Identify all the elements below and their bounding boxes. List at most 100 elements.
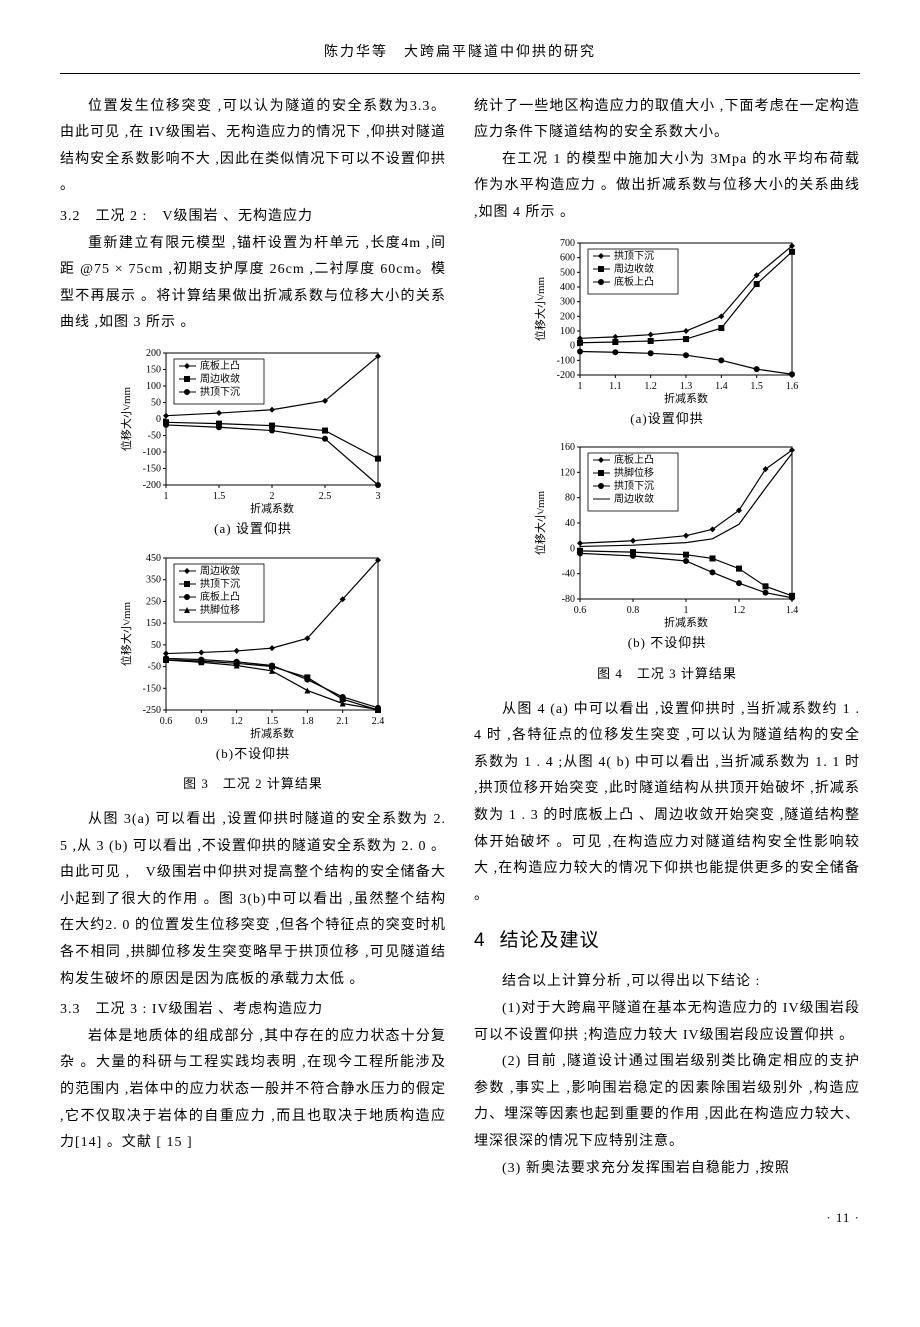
svg-text:位移大小/mm: 位移大小/mm (119, 601, 133, 666)
para-conclusion-3: (3) 新奥法要求充分发挥围岩自稳能力 ,按照 (474, 1156, 860, 1183)
para-conclusion-2: (2) 目前 ,隧道设计通过围岩级别类比确定相应的支护参数 ,事实上 ,影响围岩… (474, 1049, 860, 1155)
svg-text:1.1: 1.1 (609, 381, 622, 392)
svg-text:底板上凸: 底板上凸 (200, 359, 240, 372)
svg-text:50: 50 (151, 639, 161, 650)
chart-4a: -200 -100 0 100 200 300 400 500 600 700 1 1.1 1.2 1.3… (532, 235, 802, 405)
figure-4b: -80-40040801201600.60.811.21.4折减系数位移大小/m… (474, 439, 860, 686)
svg-text:拱顶下沉: 拱顶下沉 (200, 577, 240, 590)
svg-text:拱顶下沉: 拱顶下沉 (614, 479, 654, 492)
caption-4a: (a)设置仰拱 (474, 407, 860, 432)
svg-text:0: 0 (156, 414, 161, 425)
svg-text:-40: -40 (562, 569, 575, 580)
svg-text:拱顶下沉: 拱顶下沉 (614, 249, 654, 262)
page-header: 陈力华等 大跨扁平隧道中仰拱的研究 (60, 40, 860, 74)
svg-text:50: 50 (151, 397, 161, 408)
svg-text:周边收敛: 周边收敛 (614, 262, 654, 275)
svg-text:位移大小/mm: 位移大小/mm (533, 276, 547, 341)
chart-3b: -250-150-50501502503504500.60.91.21.51.8… (118, 550, 388, 740)
svg-text:1.2: 1.2 (230, 716, 243, 727)
para-3-1-cont: 位置发生位移突变 ,可以认为隧道的安全系数为3.3。由此可见 ,在 IV级围岩、… (60, 94, 446, 200)
svg-text:-100: -100 (557, 355, 575, 366)
svg-text:2.1: 2.1 (336, 716, 349, 727)
svg-text:1: 1 (578, 381, 583, 392)
svg-text:100: 100 (560, 326, 575, 337)
svg-text:3: 3 (376, 491, 381, 502)
svg-text:100: 100 (146, 381, 161, 392)
svg-text:拱顶下沉: 拱顶下沉 (200, 385, 240, 398)
svg-text:1.6: 1.6 (786, 381, 799, 392)
svg-text:150: 150 (146, 618, 161, 629)
svg-text:底板上凸: 底板上凸 (614, 275, 654, 288)
heading-3-2: 3.2 工况 2 : V级围岩 、无构造应力 (60, 204, 446, 231)
svg-text:-50: -50 (148, 661, 161, 672)
svg-text:2.4: 2.4 (372, 716, 385, 727)
svg-text:0: 0 (570, 340, 575, 351)
svg-text:1.2: 1.2 (644, 381, 657, 392)
svg-text:300: 300 (560, 296, 575, 307)
svg-text:-150: -150 (143, 683, 161, 694)
svg-text:1.5: 1.5 (213, 491, 226, 502)
svg-text:1.5: 1.5 (750, 381, 763, 392)
heading-4: 4 结论及建议 (474, 923, 860, 959)
svg-text:位移大小/mm: 位移大小/mm (533, 491, 547, 556)
svg-text:1.8: 1.8 (301, 716, 314, 727)
svg-text:700: 700 (560, 238, 575, 249)
svg-text:周边收敛: 周边收敛 (200, 372, 240, 385)
figure-4a: -200 -100 0 100 200 300 400 500 600 700 1 1.1 1.2 1.3… (474, 235, 860, 432)
svg-text:折减系数: 折减系数 (250, 726, 294, 740)
para-3-2: 重新建立有限元模型 ,锚杆设置为杆单元 ,长度4m ,间距 @75 × 75cm… (60, 231, 446, 337)
para-fig4-analysis: 从图 4 (a) 中可以看出 ,设置仰拱时 ,当折减系数约 1 . 4 时 ,各… (474, 697, 860, 910)
para-conclusion-intro: 结合以上计算分析 ,可以得出以下结论 : (474, 969, 860, 996)
svg-text:1.4: 1.4 (715, 381, 728, 392)
caption-3a: (a) 设置仰拱 (60, 517, 446, 542)
svg-text:-100: -100 (143, 447, 161, 458)
svg-text:折减系数: 折减系数 (250, 501, 294, 515)
para-3-3: 岩体是地质体的组成部分 ,其中存在的应力状态十分复杂 。大量的科研与工程实践均表… (60, 1024, 446, 1157)
svg-text:底板上凸: 底板上凸 (200, 590, 240, 603)
svg-text:-250: -250 (143, 705, 161, 716)
svg-text:底板上凸: 底板上凸 (614, 453, 654, 466)
svg-text:-50: -50 (148, 430, 161, 441)
page-number: · 11 · (60, 1206, 860, 1231)
heading-4-text: 结论及建议 (500, 930, 600, 951)
svg-text:-200: -200 (143, 480, 161, 491)
caption-3: 图 3 工况 2 计算结果 (60, 772, 446, 797)
svg-text:周边收敛: 周边收敛 (614, 492, 654, 505)
svg-text:折减系数: 折减系数 (664, 391, 708, 405)
svg-text:1.2: 1.2 (733, 605, 746, 616)
svg-text:450: 450 (146, 553, 161, 564)
svg-text:1: 1 (684, 605, 689, 616)
svg-text:位移大小/mm: 位移大小/mm (119, 386, 133, 451)
left-column: 位置发生位移突变 ,可以认为隧道的安全系数为3.3。由此可见 ,在 IV级围岩、… (60, 94, 446, 1183)
para-3-2-analysis: 从图 3(a) 可以看出 ,设置仰拱时隧道的安全系数为 2. 5 ,从 3 (b… (60, 807, 446, 993)
svg-text:400: 400 (560, 282, 575, 293)
svg-text:拱脚位移: 拱脚位移 (200, 603, 240, 616)
svg-text:200: 200 (146, 348, 161, 359)
svg-text:2: 2 (270, 491, 275, 502)
svg-text:1.5: 1.5 (266, 716, 279, 727)
svg-text:200: 200 (560, 311, 575, 322)
right-column: 统计了一些地区构造应力的取值大小 ,下面考虑在一定构造应力条件下隧道结构的安全系… (474, 94, 860, 1183)
svg-text:折减系数: 折减系数 (664, 615, 708, 629)
para-conclusion-1: (1)对于大跨扁平隧道在基本无构造应力的 IV级围岩段可以不设置仰拱 ;构造应力… (474, 996, 860, 1049)
svg-text:拱脚位移: 拱脚位移 (614, 466, 654, 479)
svg-text:2.5: 2.5 (319, 491, 332, 502)
svg-text:1: 1 (164, 491, 169, 502)
svg-text:-200: -200 (557, 370, 575, 381)
svg-text:40: 40 (565, 518, 575, 529)
svg-text:0: 0 (570, 544, 575, 555)
svg-text:600: 600 (560, 252, 575, 263)
figure-3a: -200-150-100-5005010015020011.522.53折减系数… (60, 345, 446, 542)
svg-text:150: 150 (146, 364, 161, 375)
para-right-cont: 统计了一些地区构造应力的取值大小 ,下面考虑在一定构造应力条件下隧道结构的安全系… (474, 94, 860, 147)
svg-text:500: 500 (560, 267, 575, 278)
svg-text:250: 250 (146, 596, 161, 607)
chart-4b: -80-40040801201600.60.811.21.4折减系数位移大小/m… (532, 439, 802, 629)
svg-text:120: 120 (560, 468, 575, 479)
two-column-layout: 位置发生位移突变 ,可以认为隧道的安全系数为3.3。由此可见 ,在 IV级围岩、… (60, 94, 860, 1183)
caption-3b: (b)不设仰拱 (60, 742, 446, 767)
svg-text:1.4: 1.4 (786, 605, 799, 616)
svg-text:1.3: 1.3 (680, 381, 693, 392)
figure-3b: -250-150-50501502503504500.60.91.21.51.8… (60, 550, 446, 797)
heading-4-num: 4 (474, 930, 486, 951)
